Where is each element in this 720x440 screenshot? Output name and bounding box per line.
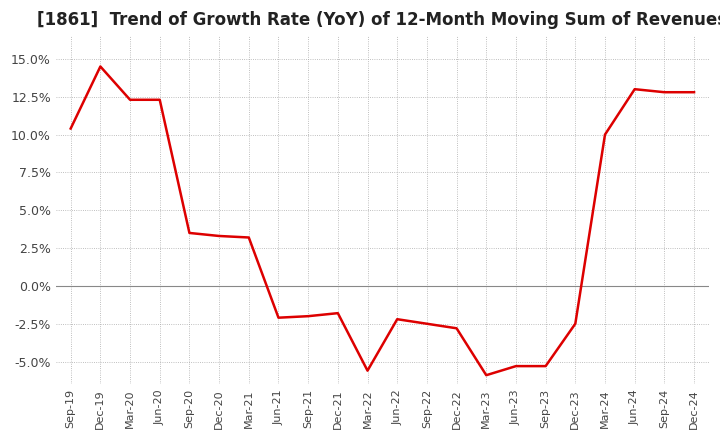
Title: [1861]  Trend of Growth Rate (YoY) of 12-Month Moving Sum of Revenues: [1861] Trend of Growth Rate (YoY) of 12-… bbox=[37, 11, 720, 29]
